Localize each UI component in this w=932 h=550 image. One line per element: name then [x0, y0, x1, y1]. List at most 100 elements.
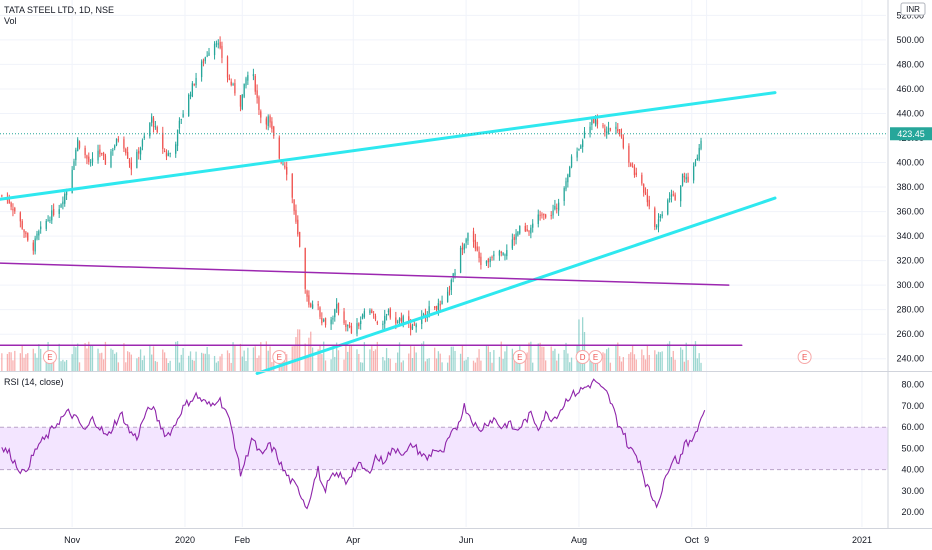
volume-bar [413, 346, 415, 371]
earnings-marker-label: E [802, 353, 807, 362]
candle-body [485, 261, 488, 264]
candle-body [47, 219, 49, 221]
candle-body [117, 139, 120, 141]
volume-bar [32, 348, 34, 371]
candle-body [230, 81, 232, 85]
trendline-purple[interactable] [0, 262, 730, 286]
candle-body [162, 132, 164, 149]
volume-bar [180, 354, 182, 371]
volume-bar [226, 350, 229, 371]
candle-body [324, 317, 327, 326]
candle-body [128, 159, 131, 164]
candle-body [428, 306, 430, 318]
earnings-marker[interactable] [42, 350, 57, 364]
candle-body [648, 199, 650, 207]
price-tick-label: 400.00 [896, 158, 924, 168]
earnings-marker[interactable] [512, 350, 527, 364]
volume-bar [452, 346, 454, 371]
volume-bar [165, 358, 168, 371]
candle-body [504, 254, 506, 256]
earnings-marker[interactable] [797, 350, 812, 364]
candle-body [260, 111, 262, 118]
volume-bar [528, 342, 530, 371]
trendline-cyan[interactable] [0, 91, 777, 201]
volume-bar [530, 341, 532, 371]
candle-body [21, 221, 23, 229]
volume-bar [104, 341, 107, 371]
volume-bar [62, 359, 64, 371]
trendlines-layer [0, 91, 888, 375]
candle-body [361, 314, 364, 319]
volume-bar [487, 346, 489, 371]
volume-bar [91, 344, 94, 371]
volume-bar [126, 351, 129, 371]
candle-body [389, 308, 391, 318]
candle-body [165, 152, 168, 157]
candle-body [459, 247, 462, 273]
price-tick-label: 380.00 [896, 182, 924, 192]
candle-body [580, 145, 582, 149]
dividend-marker[interactable] [575, 350, 590, 364]
volume-bar [58, 343, 60, 371]
candle-body [643, 184, 645, 193]
candle-body [607, 127, 610, 133]
volume-bar [167, 362, 169, 371]
candle-body [241, 94, 243, 110]
volume-bar [269, 346, 271, 371]
trendline-cyan[interactable] [255, 196, 777, 375]
candle-body [435, 306, 438, 310]
candle-body [502, 253, 504, 256]
volume-bar [384, 360, 386, 371]
candle-body [78, 141, 81, 148]
candle-body [526, 229, 528, 232]
volume-bar [491, 362, 493, 371]
candle-body [606, 131, 608, 135]
volume-bar [295, 337, 297, 371]
volume-bar [543, 346, 545, 371]
earnings-marker[interactable] [272, 350, 287, 364]
volume-bar [700, 362, 702, 371]
candle-body [64, 193, 66, 204]
candle-body [138, 150, 140, 154]
candle-body [200, 61, 203, 78]
volume-bar [476, 357, 478, 371]
candle-body [213, 43, 216, 56]
candle-body [476, 246, 478, 251]
candle-body [334, 309, 336, 318]
candle-body [254, 76, 256, 92]
candle-body [62, 201, 64, 205]
volume-bar [230, 362, 232, 371]
currency-badge[interactable] [900, 2, 926, 16]
volume-bar [397, 352, 399, 371]
candle-body [123, 139, 125, 149]
candle-body [376, 321, 378, 324]
candle-body [206, 55, 208, 57]
price-tick-label: 240.00 [896, 354, 924, 364]
candle-body [467, 232, 469, 241]
candle-body [556, 207, 558, 209]
volume-bar [200, 352, 203, 371]
volume-bar [517, 361, 519, 371]
rsi-tick-label: 60.00 [901, 422, 924, 432]
volume-bar [478, 349, 480, 371]
candle-body [125, 149, 127, 154]
volume-bar [241, 356, 243, 371]
candle-body [271, 121, 273, 129]
volume-bar [267, 350, 269, 371]
volume-bar [278, 357, 280, 371]
candle-body [102, 152, 105, 156]
volume-bar [78, 362, 81, 371]
volume-bar [191, 359, 194, 371]
candle-body [234, 83, 236, 94]
candle-body [299, 231, 301, 247]
volume-bar [182, 348, 184, 371]
volume-bar [659, 352, 661, 371]
candle-body [589, 126, 591, 134]
volume-bar [674, 359, 676, 371]
candle-body [384, 315, 386, 324]
rsi-layer [0, 378, 888, 510]
candle-body [528, 231, 530, 233]
candle-body [110, 151, 112, 168]
volume-bar [448, 355, 451, 371]
candle-body [450, 279, 452, 291]
